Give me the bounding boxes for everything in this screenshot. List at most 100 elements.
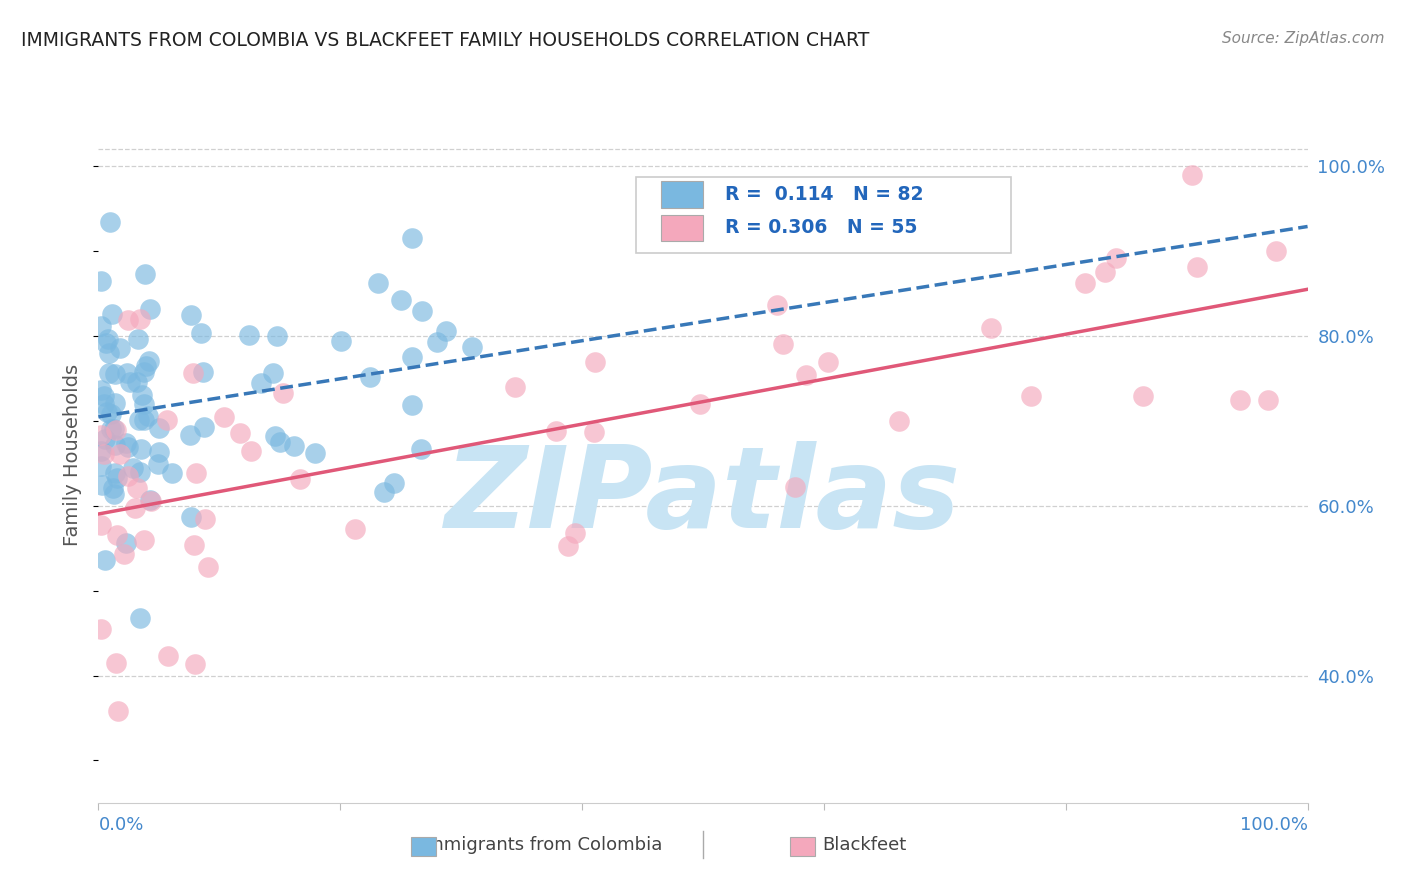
- Point: [401, 350, 423, 364]
- Point: [131, 387, 153, 401]
- Point: [191, 365, 214, 379]
- Point: [183, 538, 205, 552]
- Point: [91, 477, 114, 491]
- Point: [90, 383, 112, 397]
- Point: [794, 368, 817, 383]
- Point: [184, 466, 207, 480]
- Point: [132, 397, 155, 411]
- Point: [104, 424, 127, 438]
- Point: [118, 376, 141, 390]
- Text: 100.0%: 100.0%: [1240, 816, 1308, 834]
- Point: [262, 367, 284, 381]
- Point: [183, 657, 205, 671]
- Point: [128, 413, 150, 427]
- Point: [344, 522, 367, 536]
- Point: [125, 481, 148, 495]
- Point: [105, 528, 128, 542]
- Point: [1019, 389, 1042, 403]
- Point: [138, 354, 160, 368]
- Point: [980, 320, 1002, 334]
- Point: [136, 409, 159, 424]
- Point: [98, 346, 121, 360]
- Point: [157, 648, 180, 663]
- Point: [141, 493, 163, 508]
- Point: [240, 444, 263, 458]
- Point: [104, 656, 127, 670]
- Point: [90, 458, 112, 473]
- Point: [817, 355, 839, 369]
- Point: [104, 367, 127, 381]
- Point: [146, 457, 169, 471]
- Point: [180, 509, 202, 524]
- Point: [181, 366, 204, 380]
- Point: [179, 427, 201, 442]
- Point: [564, 526, 586, 541]
- Point: [180, 308, 202, 322]
- Point: [124, 501, 146, 516]
- Point: [194, 512, 217, 526]
- Point: [401, 398, 423, 412]
- Point: [115, 366, 138, 380]
- Point: [212, 409, 235, 424]
- Point: [250, 376, 273, 390]
- Point: [132, 365, 155, 379]
- Point: [129, 610, 152, 624]
- FancyBboxPatch shape: [661, 215, 703, 242]
- Point: [426, 335, 449, 350]
- Point: [190, 326, 212, 340]
- Point: [103, 421, 125, 435]
- Point: [304, 446, 326, 460]
- Point: [238, 328, 260, 343]
- Point: [1265, 244, 1288, 258]
- Text: IMMIGRANTS FROM COLOMBIA VS BLACKFEET FAMILY HOUSEHOLDS CORRELATION CHART: IMMIGRANTS FROM COLOMBIA VS BLACKFEET FA…: [21, 31, 869, 50]
- Point: [772, 337, 794, 351]
- Y-axis label: Family Households: Family Households: [63, 364, 83, 546]
- Point: [434, 324, 457, 338]
- Point: [107, 704, 129, 718]
- Text: Immigrants from Colombia: Immigrants from Colombia: [420, 836, 662, 854]
- Point: [1185, 260, 1208, 274]
- Point: [129, 442, 152, 456]
- Text: ZIPatlas: ZIPatlas: [444, 442, 962, 552]
- Point: [110, 341, 132, 355]
- Point: [373, 485, 395, 500]
- Point: [160, 466, 183, 480]
- Point: [93, 397, 115, 411]
- Point: [401, 230, 423, 244]
- Point: [100, 422, 122, 436]
- Point: [117, 469, 139, 483]
- Point: [103, 487, 125, 501]
- Point: [582, 425, 605, 439]
- Point: [889, 414, 911, 428]
- Point: [148, 445, 170, 459]
- Point: [135, 359, 157, 373]
- Point: [139, 301, 162, 316]
- Text: R = 0.306   N = 55: R = 0.306 N = 55: [724, 218, 917, 237]
- Point: [104, 396, 127, 410]
- Point: [156, 413, 179, 427]
- Point: [128, 465, 150, 479]
- Point: [271, 385, 294, 400]
- Point: [1094, 265, 1116, 279]
- Point: [98, 215, 121, 229]
- Point: [108, 447, 131, 461]
- Point: [128, 312, 150, 326]
- Point: [96, 405, 118, 419]
- Point: [359, 370, 381, 384]
- Point: [1074, 276, 1097, 290]
- Text: R =  0.114   N = 82: R = 0.114 N = 82: [724, 185, 924, 203]
- Point: [266, 328, 288, 343]
- Point: [785, 480, 807, 494]
- Point: [104, 467, 127, 481]
- Point: [411, 303, 433, 318]
- Point: [766, 298, 789, 312]
- Point: [90, 274, 112, 288]
- Point: [90, 444, 112, 458]
- Text: Source: ZipAtlas.com: Source: ZipAtlas.com: [1222, 31, 1385, 46]
- Point: [283, 439, 305, 453]
- Point: [197, 559, 219, 574]
- Point: [134, 267, 156, 281]
- Point: [93, 432, 115, 446]
- Point: [101, 481, 124, 495]
- Point: [105, 471, 128, 485]
